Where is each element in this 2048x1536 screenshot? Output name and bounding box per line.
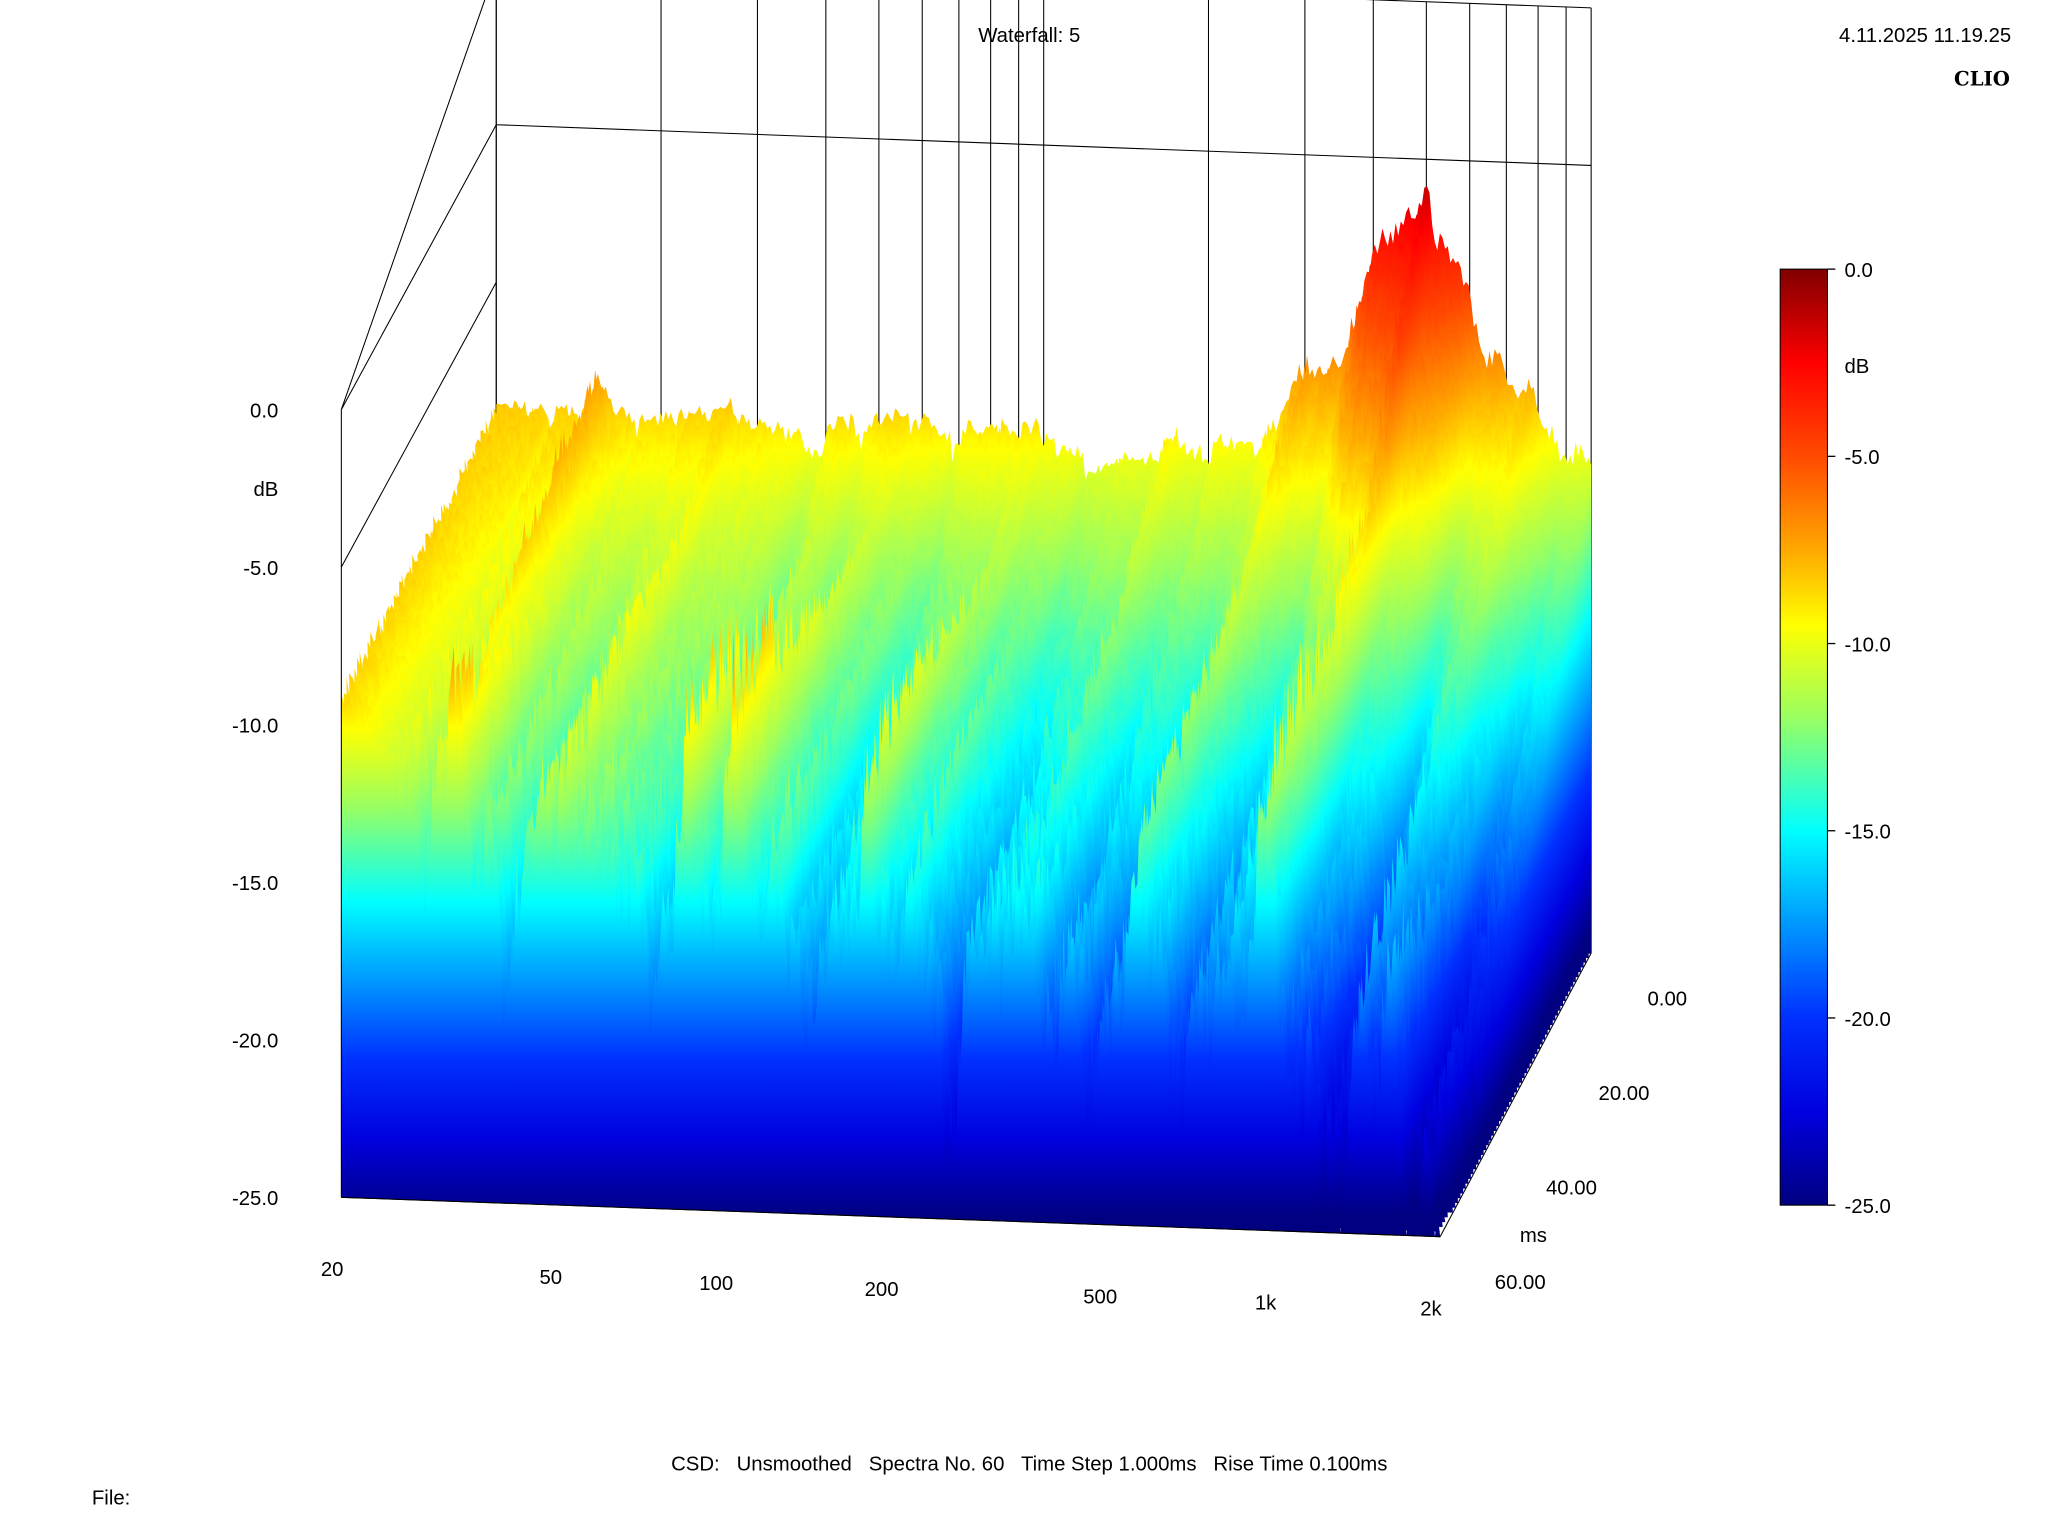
colorbar-unit-label: dB — [1845, 356, 1870, 378]
db-tick-label: 0.0 — [250, 400, 278, 422]
db-axis-label: dB — [253, 479, 278, 501]
db-tick-label: -10.0 — [232, 716, 278, 738]
spectrum-slice — [341, 630, 1441, 1237]
left-wall-top — [340, 0, 486, 410]
time-axis-label: ms — [1520, 1225, 1547, 1247]
time-tick-label: 20.00 — [1599, 1083, 1650, 1105]
time-tick-label: 0.00 — [1647, 989, 1687, 1011]
db-tick-label: -15.0 — [232, 873, 278, 895]
freq-tick-label: 50 — [539, 1267, 562, 1289]
colorbar-gradient — [1779, 268, 1828, 1206]
left-wall-gridline — [340, 282, 497, 568]
freq-tick-label: 100 — [699, 1273, 733, 1295]
freq-tick-label: 20 — [321, 1259, 344, 1281]
floor-front-line — [341, 1196, 1441, 1238]
clio-logo: CLIO — [1954, 67, 2010, 90]
colorbar: 0.0 -5.0 -10.0 -15.0 -20.0 -25.0 dB — [1779, 260, 1891, 1218]
floor-right-edge — [1439, 952, 1592, 1237]
file-label: File: — [92, 1487, 130, 1509]
csd-settings-text: CSD: Unsmoothed Spectra No. 60 Time Step… — [671, 1453, 1387, 1475]
waterfall-surface — [341, 185, 1592, 1237]
colorbar-tick-label: 0.0 — [1845, 260, 1873, 282]
db-tick-label: -25.0 — [232, 1188, 278, 1210]
db-tick-label: -20.0 — [232, 1031, 278, 1053]
colorbar-tick-label: -5.0 — [1845, 447, 1880, 469]
colorbar-tick-label: -10.0 — [1845, 634, 1891, 656]
freq-tick-label: 1k — [1255, 1293, 1277, 1315]
time-tick-label: 60.00 — [1495, 1272, 1546, 1294]
colorbar-tick-label: -25.0 — [1845, 1196, 1891, 1218]
freq-tick-label: 200 — [865, 1279, 899, 1301]
axis-frame — [340, 409, 1441, 1238]
colorbar-tick-label: -20.0 — [1845, 1009, 1891, 1031]
freq-tick-label: 500 — [1083, 1287, 1117, 1309]
datetime-stamp: 4.11.2025 11.19.25 — [1839, 25, 2011, 47]
colorbar-tick-label: -15.0 — [1845, 822, 1891, 844]
freq-tick-label: 2k — [1420, 1298, 1442, 1320]
chart-title: Waterfall: 5 — [978, 25, 1080, 47]
left-wall-gridline — [340, 124, 497, 410]
time-tick-label: 40.00 — [1546, 1178, 1597, 1200]
db-tick-label: -5.0 — [243, 558, 278, 580]
back-wall-top — [1365, 0, 1592, 9]
axis-labels: 0.0 -5.0 -10.0 -15.0 -20.0 -25.0 dB 20 50 100 200 5… — [232, 400, 1687, 1320]
